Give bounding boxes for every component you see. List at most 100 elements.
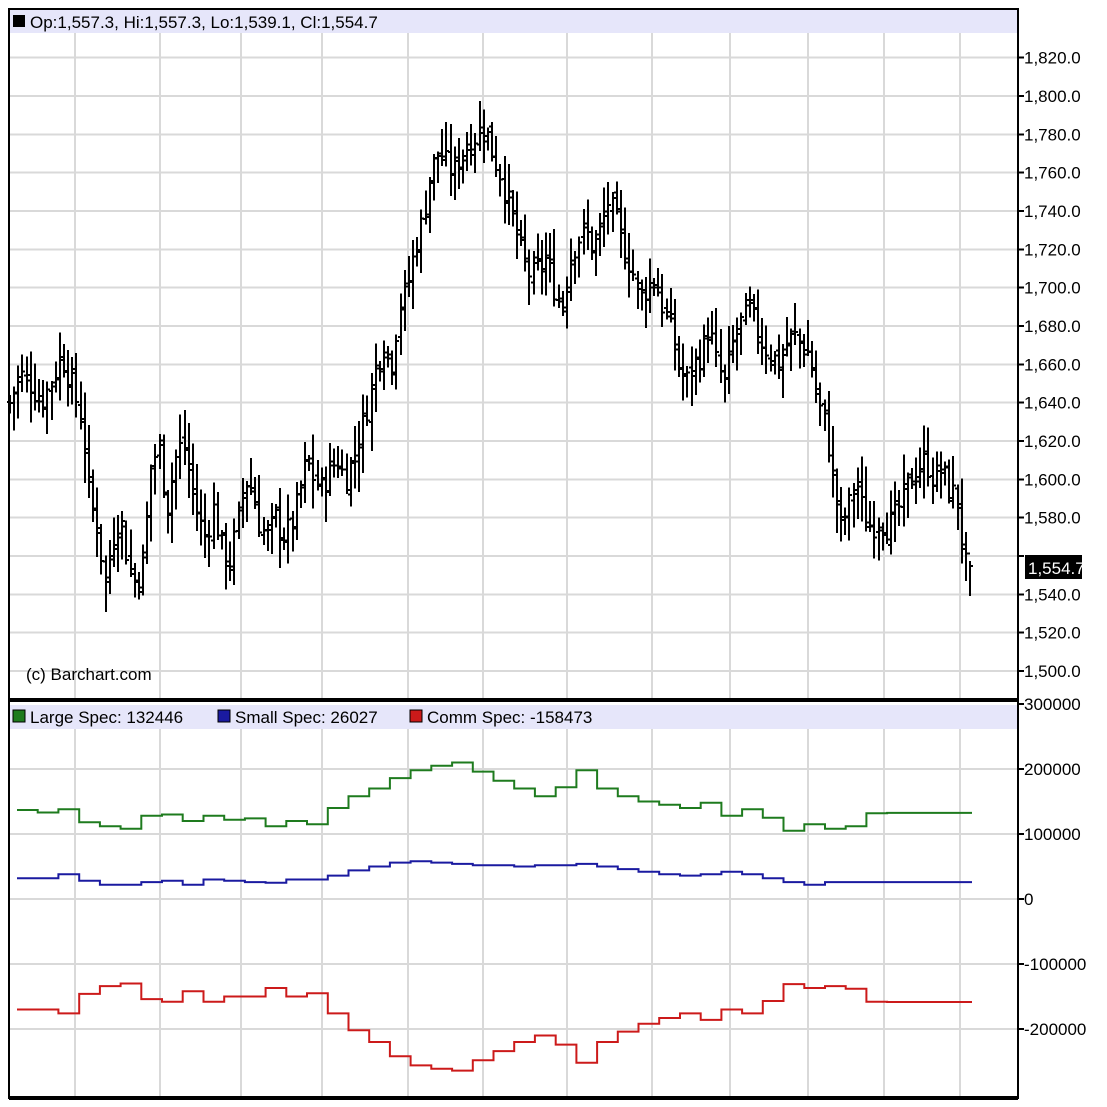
cot-tick-label: -100000 — [1024, 955, 1086, 974]
ohlc-bar — [930, 457, 936, 505]
ohlc-bar — [905, 472, 911, 519]
ohlc-bar — [236, 501, 242, 540]
ohlc-bar — [19, 354, 25, 393]
ohlc-bar — [86, 425, 92, 498]
ohlc-bar — [78, 381, 84, 430]
ohlc-bar — [610, 191, 616, 232]
ohlc-bar — [157, 433, 163, 469]
ohlc-bar — [36, 379, 42, 413]
ohlc-bar — [323, 466, 329, 523]
ohlc-bar — [859, 456, 865, 522]
cot-series-line — [17, 982, 972, 1072]
ohlc-bar — [651, 277, 657, 296]
last-value-box — [1025, 555, 1082, 579]
ohlc-bar — [393, 334, 399, 390]
ohlc-bar — [103, 555, 109, 613]
ohlc-bar — [921, 425, 927, 499]
ohlc-bar — [768, 344, 774, 372]
ohlc-bar — [65, 350, 71, 407]
ohlc-bar — [539, 240, 545, 295]
ohlc-bar — [950, 456, 956, 509]
ohlc-bar — [581, 208, 587, 255]
ohlc-bar — [593, 229, 599, 276]
ohlc-bar — [219, 530, 225, 550]
ohlc-bar — [485, 127, 491, 151]
ohlc-bar — [61, 344, 67, 378]
ohlc-bar — [901, 454, 907, 527]
ohlc-bar — [252, 477, 258, 510]
ohlc-bar — [44, 381, 50, 434]
cot-series-line — [17, 860, 972, 886]
ohlc-bar — [53, 361, 59, 393]
ohlc-bar — [597, 213, 603, 257]
ohlc-bar — [57, 332, 63, 401]
ohlc-bar — [514, 191, 520, 260]
cot-legend-band — [9, 705, 1018, 729]
ohlc-bar — [701, 324, 707, 377]
ohlc-bar — [497, 163, 503, 197]
ohlc-bar — [369, 373, 375, 452]
ohlc-bar — [240, 478, 246, 528]
price-tick-label: 1,660.0 — [1024, 355, 1081, 374]
legend-label: Small Spec: 26027 — [235, 708, 378, 727]
cot-tick-label: 0 — [1024, 890, 1033, 909]
ohlc-bar — [830, 426, 836, 498]
ohlc-bar — [481, 109, 487, 164]
ohlc-bar — [190, 443, 196, 516]
price-tick-label: 1,780.0 — [1024, 125, 1081, 144]
copyright-label: (c) Barchart.com — [26, 665, 152, 684]
ohlc-bar — [256, 475, 262, 538]
ohlc-bar — [955, 484, 961, 530]
cot-tick-label: -200000 — [1024, 1020, 1086, 1039]
ohlc-bar — [784, 316, 790, 357]
ohlc-bar — [111, 517, 117, 568]
ohlc-bar — [244, 480, 250, 522]
ohlc-bar — [605, 181, 611, 235]
ohlc-bar — [564, 276, 570, 329]
ohlc-bar — [568, 238, 574, 301]
ohlc-bar — [161, 434, 167, 498]
ohlc-bar — [959, 478, 965, 564]
ohlc-bar — [94, 487, 100, 557]
ohlc-bar — [851, 483, 857, 528]
ohlc-bar — [423, 190, 429, 225]
ohlc-readout-band — [9, 9, 1018, 33]
ohlc-bar — [838, 486, 844, 542]
ohlc-bar — [680, 343, 686, 401]
ohlc-bar — [182, 409, 188, 466]
ohlc-bar — [967, 552, 973, 597]
legend-label: Comm Spec: -158473 — [427, 708, 592, 727]
ohlc-bar — [248, 457, 254, 495]
ohlc-bar — [842, 507, 848, 536]
ohlc-bar — [863, 466, 869, 532]
ohlc-bar — [231, 518, 237, 586]
ohlc-bar — [472, 133, 478, 173]
ohlc-bar — [925, 427, 931, 487]
ohlc-bar — [298, 480, 304, 509]
price-tick-label: 1,820.0 — [1024, 49, 1081, 68]
ohlc-bar — [718, 329, 724, 384]
ohlc-bar — [888, 490, 894, 555]
ohlc-bar — [510, 189, 516, 227]
ohlc-bar — [115, 514, 121, 572]
ohlc-bar — [223, 523, 229, 590]
ohlc-readout-text: Op:1,557.3, Hi:1,557.3, Lo:1,539.1, Cl:1… — [30, 13, 378, 32]
legend-swatch — [409, 709, 423, 723]
ohlc-bar — [410, 240, 416, 309]
ohlc-bar — [942, 461, 948, 486]
ohlc-bar — [427, 177, 433, 234]
ohlc-bar — [892, 481, 898, 543]
ohlc-bar — [560, 291, 566, 316]
ohlc-bar — [647, 258, 653, 313]
price-tick-label: 1,540.0 — [1024, 585, 1081, 604]
ohlc-bar — [551, 229, 557, 307]
ohlc-bar — [518, 220, 524, 247]
price-tick-label: 1,760.0 — [1024, 164, 1081, 183]
ohlc-bar — [502, 156, 508, 224]
cot-legend: Large Spec: 132446 Small Spec: 26027 Comm … — [12, 708, 592, 727]
ohlc-bar — [327, 442, 333, 497]
ohlc-bar — [772, 351, 778, 375]
price-tick-label: 1,680.0 — [1024, 317, 1081, 336]
ohlc-bar — [28, 351, 34, 423]
ohlc-bar — [443, 122, 449, 167]
